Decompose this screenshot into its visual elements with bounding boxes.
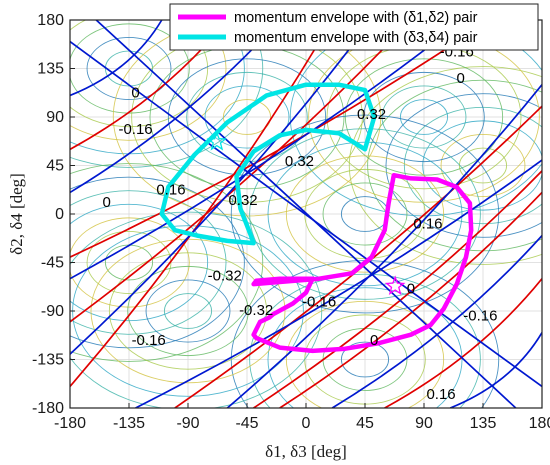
x-tick-label: -45 xyxy=(235,415,258,432)
y-tick-label: -45 xyxy=(41,255,64,272)
iso-contour-line xyxy=(70,20,373,355)
x-axis-label: δ1, δ3 [deg] xyxy=(265,442,347,461)
y-tick-label: 45 xyxy=(46,158,64,175)
x-tick-label: -135 xyxy=(113,415,145,432)
legend-label: momentum envelope with (δ1,δ2) pair xyxy=(234,10,478,26)
tick-layer: -180 -135 -90 -45 0 45 90 135 180 -180 -135 -90 -45 0… xyxy=(32,12,550,432)
zero-contour-line xyxy=(384,278,542,408)
legend-box xyxy=(169,3,539,51)
legend-label: momentum envelope with (δ3,δ4) pair xyxy=(234,30,478,46)
envelope-layer xyxy=(159,82,474,354)
contour-line xyxy=(167,58,327,176)
iso-contour-line xyxy=(226,84,542,408)
contour-line xyxy=(381,85,467,149)
zero-contour-line xyxy=(279,191,542,408)
contour-value-label: 0.32 xyxy=(285,153,314,170)
y-tick-label: 90 xyxy=(46,109,64,126)
contour-line xyxy=(70,190,227,335)
contour-line xyxy=(70,211,323,408)
contour-value-label: 0 xyxy=(407,280,415,297)
contour-line xyxy=(399,99,449,135)
iso-contour-line xyxy=(331,234,542,408)
contour-value-label: 0.16 xyxy=(156,181,185,198)
contour-line xyxy=(145,279,231,343)
contour-value-label: -0.16 xyxy=(302,293,336,310)
contour-line xyxy=(322,182,408,246)
iso-contour-line xyxy=(449,332,542,408)
contour-line xyxy=(285,300,445,408)
magenta-star-marker xyxy=(384,275,406,296)
contour-line xyxy=(222,99,272,135)
zero-contour-line xyxy=(70,20,491,258)
contour-value-label: -0.32 xyxy=(239,302,273,319)
envelope-d1d2-line xyxy=(251,172,474,354)
contour-line xyxy=(340,341,390,378)
iso-contour-line xyxy=(135,159,542,408)
zero-contour-line xyxy=(70,20,333,387)
contour-value-label: 0.32 xyxy=(357,106,386,123)
x-tick-label: -90 xyxy=(176,415,199,432)
iso-contour-line xyxy=(70,20,464,280)
contour-line xyxy=(70,217,190,308)
contour-line xyxy=(70,20,264,168)
contour-line xyxy=(249,128,481,300)
contour-value-label: 0.16 xyxy=(426,386,455,403)
x-tick-label: 90 xyxy=(415,415,433,432)
cyan-star-marker xyxy=(206,130,228,151)
contour-value-label: -0.16 xyxy=(132,332,166,349)
iso-contour-line xyxy=(70,20,163,97)
y-axis-label: δ2, δ4 [deg] xyxy=(7,173,26,255)
x-tick-label: 0 xyxy=(302,415,311,432)
contour-value-label: 0 xyxy=(370,332,378,349)
y-tick-label: -90 xyxy=(41,303,64,320)
iso-contour-line xyxy=(95,20,517,408)
contour-line xyxy=(127,265,249,357)
contour-value-label: 0.16 xyxy=(413,216,442,233)
contour-line xyxy=(348,66,542,265)
contour-line xyxy=(70,20,227,141)
contour-line xyxy=(385,93,542,238)
contour-line xyxy=(108,252,268,370)
contour-line xyxy=(163,293,213,329)
contour-line xyxy=(70,20,209,128)
contour-value-label: 0 xyxy=(131,84,139,101)
contour-value-label: 0 xyxy=(457,70,465,87)
contour-line xyxy=(112,20,382,217)
marker-layer xyxy=(206,130,406,296)
x-tick-label: 45 xyxy=(356,415,374,432)
x-tick-label: -180 xyxy=(54,415,86,432)
y-tick-label: 180 xyxy=(37,12,64,29)
contour-value-label: -0.16 xyxy=(463,307,497,324)
y-tick-label: -180 xyxy=(32,400,64,417)
contour-line xyxy=(86,37,172,100)
zero-contour-line xyxy=(70,20,412,323)
legend: momentum envelope with (δ1,δ2) pair momen… xyxy=(169,3,539,51)
contour-line xyxy=(249,273,481,408)
envelope-d3d4-line xyxy=(159,82,377,246)
contour-line xyxy=(204,85,290,149)
contour-value-label: -0.32 xyxy=(208,267,242,284)
contour-line xyxy=(440,134,526,197)
x-tick-label: 135 xyxy=(470,415,497,432)
contour-line xyxy=(285,155,445,273)
contour-line xyxy=(363,71,485,163)
contour-value-label: 0.32 xyxy=(228,192,257,209)
contour-value-label: 0 xyxy=(103,194,111,211)
contour-line xyxy=(70,176,245,349)
contour-line xyxy=(267,287,463,408)
y-tick-label: -135 xyxy=(32,352,64,369)
contour-value-label: -0.16 xyxy=(118,121,152,138)
y-tick-label: 135 xyxy=(37,61,64,78)
zero-contour-line xyxy=(253,170,542,408)
contour-line xyxy=(422,120,542,211)
x-tick-label: 180 xyxy=(529,415,550,432)
y-tick-label: 0 xyxy=(55,206,64,223)
contour-label-layer: 0 0.16 0.32 0.32 -0.16 0 0.32 -0.16 0 0.16 -0.32 -0… xyxy=(103,43,498,403)
